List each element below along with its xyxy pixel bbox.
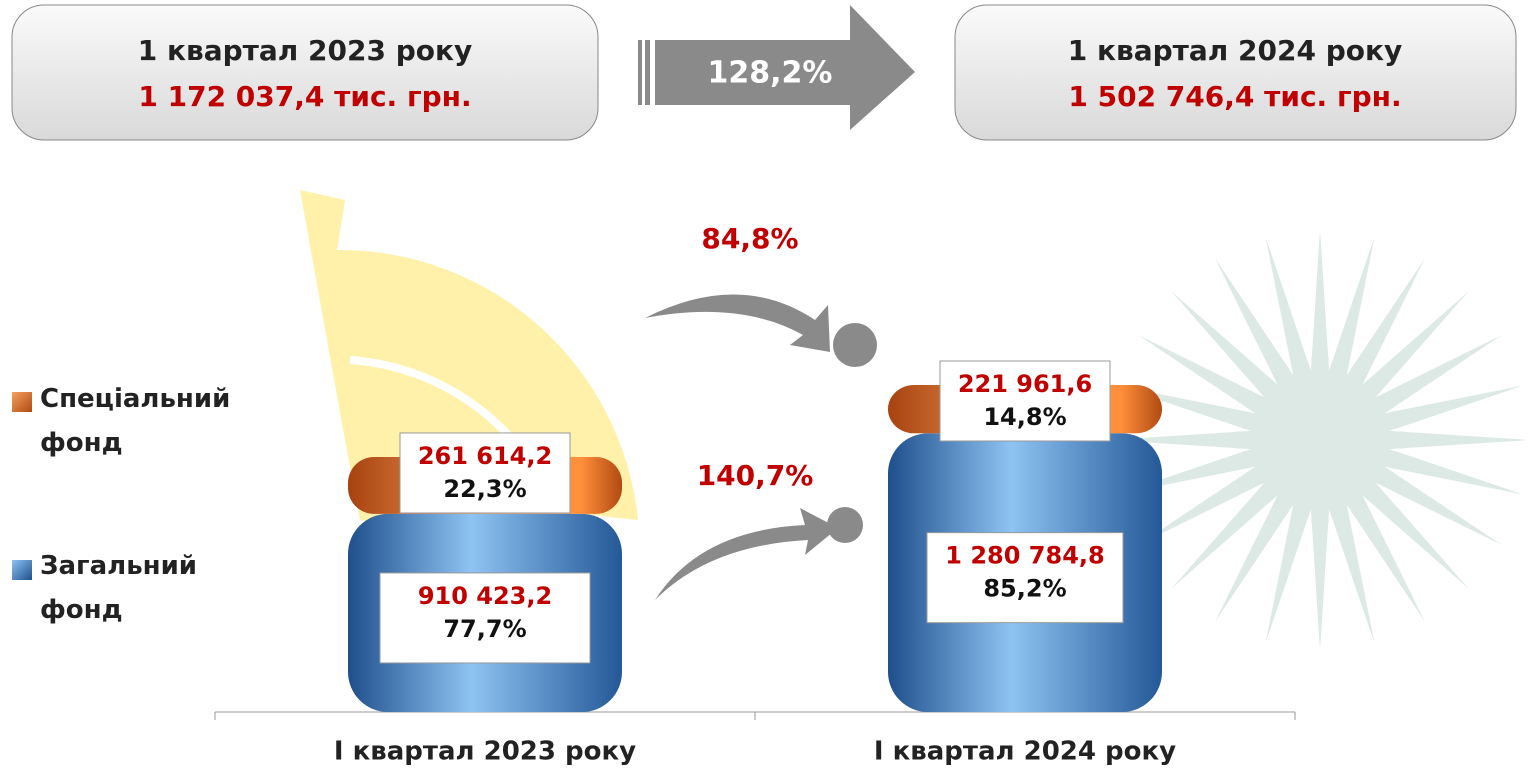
legend-label: Спеціальний фонд xyxy=(40,377,240,465)
header-amount: 1 502 746,4 тис. грн. xyxy=(1068,80,1401,113)
value-label: 910 423,2 xyxy=(418,582,552,610)
growth-arrow xyxy=(645,294,830,352)
growth-dot xyxy=(833,323,877,367)
growth-label: 128,2% xyxy=(708,56,833,91)
share-label: 77,7% xyxy=(443,615,526,643)
legend-swatch xyxy=(12,560,32,580)
share-label: 85,2% xyxy=(983,575,1066,603)
page: 1 квартал 2023 року 1 172 037,4 тис. грн… xyxy=(0,0,1528,776)
arrow-stripe xyxy=(645,40,650,105)
legend-label: Загальний фонд xyxy=(40,544,240,632)
share-label: 22,3% xyxy=(443,475,526,503)
header-title: 1 квартал 2024 року xyxy=(1068,34,1402,67)
header-box xyxy=(12,5,598,140)
value-label: 221 961,6 xyxy=(958,370,1092,398)
growth-dot xyxy=(827,507,863,543)
share-label: 14,8% xyxy=(983,403,1066,431)
growth-annotation: 84,8% xyxy=(701,222,798,255)
header-title: 1 квартал 2023 року xyxy=(138,34,472,67)
value-label: 261 614,2 xyxy=(418,442,552,470)
value-label: 1 280 784,8 xyxy=(945,542,1104,570)
x-tick-label: І квартал 2024 року xyxy=(874,737,1176,767)
arrow-stripe xyxy=(638,40,642,105)
growth-arrow xyxy=(655,508,838,600)
header-amount: 1 172 037,4 тис. грн. xyxy=(138,80,471,113)
legend-swatch xyxy=(12,392,32,412)
header-box xyxy=(955,5,1516,140)
starburst xyxy=(1110,230,1528,650)
growth-annotation: 140,7% xyxy=(697,459,814,492)
x-tick-label: І квартал 2023 року xyxy=(334,737,636,767)
